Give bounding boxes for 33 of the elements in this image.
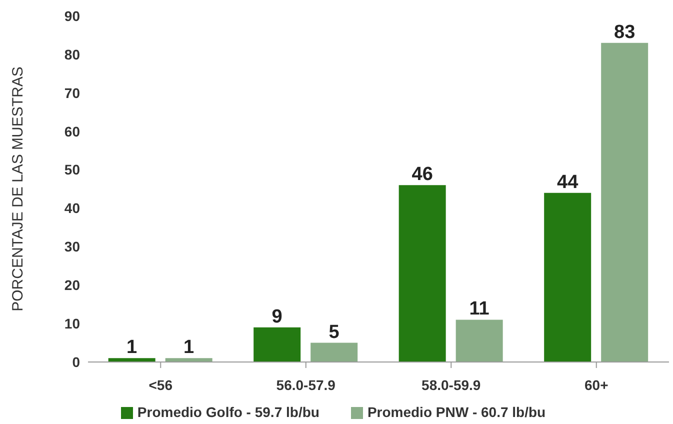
y-tick-label: 90 xyxy=(64,8,80,24)
bar xyxy=(601,42,648,362)
data-label: 1 xyxy=(126,337,138,358)
y-tick-label: 30 xyxy=(64,238,80,255)
data-label: 46 xyxy=(412,164,433,186)
legend-label: Promedio PNW - 60.7 lb/bu xyxy=(367,404,546,420)
x-tick-label: <56 xyxy=(148,376,173,393)
data-label: 11 xyxy=(469,298,490,320)
bar xyxy=(108,358,156,362)
y-tick-label: 0 xyxy=(72,354,80,370)
x-tick-label: 56.0-57.9 xyxy=(276,376,336,393)
bar xyxy=(254,327,301,362)
bar xyxy=(456,320,503,362)
bar xyxy=(165,358,212,362)
x-tick-label: 58.0-59.9 xyxy=(422,376,481,393)
bar xyxy=(398,185,446,362)
y-tick-label: 70 xyxy=(64,84,80,101)
y-tick-label: 20 xyxy=(64,277,80,294)
y-tick-label: 60 xyxy=(64,123,80,140)
bar xyxy=(310,342,358,362)
legend-label: Promedio Golfo - 59.7 lb/bu xyxy=(137,404,320,420)
bar xyxy=(544,192,592,362)
x-tick-label: 60+ xyxy=(584,376,608,393)
y-tick-label: 10 xyxy=(64,316,80,332)
y-tick-label: 80 xyxy=(64,46,80,62)
y-axis-title: PORCENTAJE DE LAS MUESTRAS xyxy=(9,66,26,312)
data-label: 9 xyxy=(272,306,282,328)
y-tick-label: 40 xyxy=(64,200,80,216)
y-tick-label: 50 xyxy=(64,162,80,178)
data-label: 5 xyxy=(328,322,340,343)
data-label: 44 xyxy=(557,172,579,193)
data-label: 1 xyxy=(184,337,195,358)
data-label: 83 xyxy=(614,22,636,43)
